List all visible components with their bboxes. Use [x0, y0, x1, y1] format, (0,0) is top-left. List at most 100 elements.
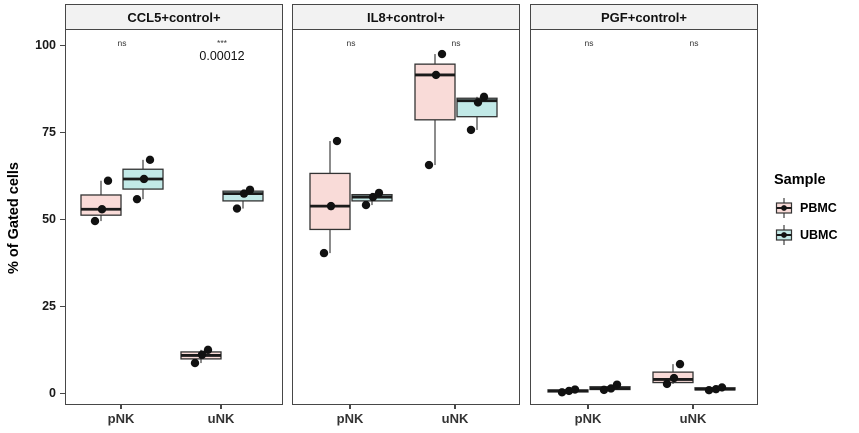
box-group [589, 380, 631, 395]
legend: Sample PBMC UBMC [774, 172, 859, 251]
data-point [97, 205, 107, 214]
x-tick-mark [349, 405, 351, 409]
data-point [599, 385, 609, 395]
data-point [479, 92, 489, 102]
data-point [606, 384, 616, 393]
data-point [374, 188, 384, 198]
y-tick-label: 75 [42, 125, 56, 139]
box-group [652, 359, 694, 389]
data-point [431, 70, 441, 80]
significance-label: ns [690, 38, 699, 48]
data-point [245, 185, 255, 194]
facet-strip-label: PGF+control+ [530, 4, 758, 30]
facet-strip-label: CCL5+control+ [65, 4, 283, 30]
box-group [414, 49, 456, 170]
box-group [547, 385, 589, 397]
plot-area: ns ns [292, 30, 520, 405]
y-tick-mark [60, 131, 65, 133]
y-tick-label: 25 [42, 299, 56, 313]
box-group [694, 383, 736, 395]
data-point [326, 201, 336, 211]
legend-key-boxplot-icon [775, 198, 793, 218]
box-group [122, 155, 164, 204]
data-point [662, 379, 672, 389]
data-point [437, 49, 447, 59]
x-axis: pNK uNK [292, 405, 520, 433]
y-tick-label: 0 [49, 386, 56, 400]
facet-panel: CCL5+control+ ns *** 0.00012 pNK uNK [65, 4, 283, 433]
legend-entries: PBMC UBMC [774, 197, 859, 246]
p-value-label: 0.00012 [199, 49, 244, 63]
y-tick-mark [60, 392, 65, 394]
x-tick-label: uNK [679, 411, 707, 426]
data-point [190, 358, 200, 368]
box [309, 172, 351, 231]
significance-label: ns [118, 38, 127, 48]
box-group [309, 136, 351, 258]
x-tick-label: uNK [441, 411, 469, 426]
data-point [612, 380, 622, 389]
legend-title: Sample [774, 172, 826, 188]
data-point [717, 383, 727, 392]
data-point [319, 248, 329, 258]
data-point [103, 176, 113, 185]
y-tick-mark [60, 44, 65, 46]
data-point [132, 194, 142, 204]
y-tick-label: 100 [35, 38, 56, 52]
x-tick-mark [587, 405, 589, 409]
legend-entry-label: PBMC [800, 201, 837, 215]
x-tick-label: pNK [107, 411, 135, 426]
data-point [368, 192, 378, 202]
boxplot-svg: ns ns [309, 38, 498, 258]
data-point [557, 388, 567, 397]
data-point [203, 345, 213, 355]
legend-entry: UBMC [774, 224, 859, 246]
x-tick-mark [692, 405, 694, 409]
x-tick-label: uNK [207, 411, 235, 426]
y-tick-mark [60, 218, 65, 220]
box [456, 97, 498, 118]
x-axis: pNK uNK [530, 405, 758, 433]
box-group [456, 92, 498, 135]
box-group [180, 345, 222, 368]
data-point [232, 204, 242, 213]
significance-label: ns [452, 38, 461, 48]
significance-label: ns [585, 38, 594, 48]
box-group [222, 185, 264, 213]
y-tick-mark [60, 305, 65, 307]
data-point [424, 160, 434, 170]
data-point [675, 359, 685, 369]
plot-area: ns *** 0.00012 [65, 30, 283, 405]
data-point [570, 385, 580, 394]
box-group [351, 188, 393, 210]
significance-label: ns [347, 38, 356, 48]
data-point [466, 125, 476, 135]
x-tick-label: pNK [574, 411, 602, 426]
data-point [361, 200, 371, 210]
y-tick-label: 50 [42, 212, 56, 226]
boxplot-svg: ns ***0.00012 [80, 38, 264, 368]
data-point [239, 189, 249, 198]
significance-label: *** [217, 38, 228, 48]
data-point [473, 98, 483, 107]
data-point [197, 350, 207, 359]
legend-entry-label: UBMC [800, 228, 838, 242]
x-tick-label: pNK [336, 411, 364, 426]
x-axis: pNK uNK [65, 405, 283, 433]
data-point [704, 386, 714, 395]
data-point [90, 216, 100, 226]
boxplot-svg: ns ns [547, 38, 736, 397]
x-tick-mark [120, 405, 122, 409]
x-tick-mark [454, 405, 456, 409]
x-tick-mark [220, 405, 222, 409]
facet-panel: IL8+control+ ns ns pNK uNK [292, 4, 520, 433]
data-point [332, 136, 342, 146]
facet-strip-label: IL8+control+ [292, 4, 520, 30]
data-point [139, 174, 149, 184]
data-point [669, 373, 679, 383]
plot-area: ns ns [530, 30, 758, 405]
legend-key-boxplot-icon [775, 225, 793, 245]
box-group [80, 176, 122, 226]
facet-panel: PGF+control+ ns ns pNK uNK [530, 4, 758, 433]
